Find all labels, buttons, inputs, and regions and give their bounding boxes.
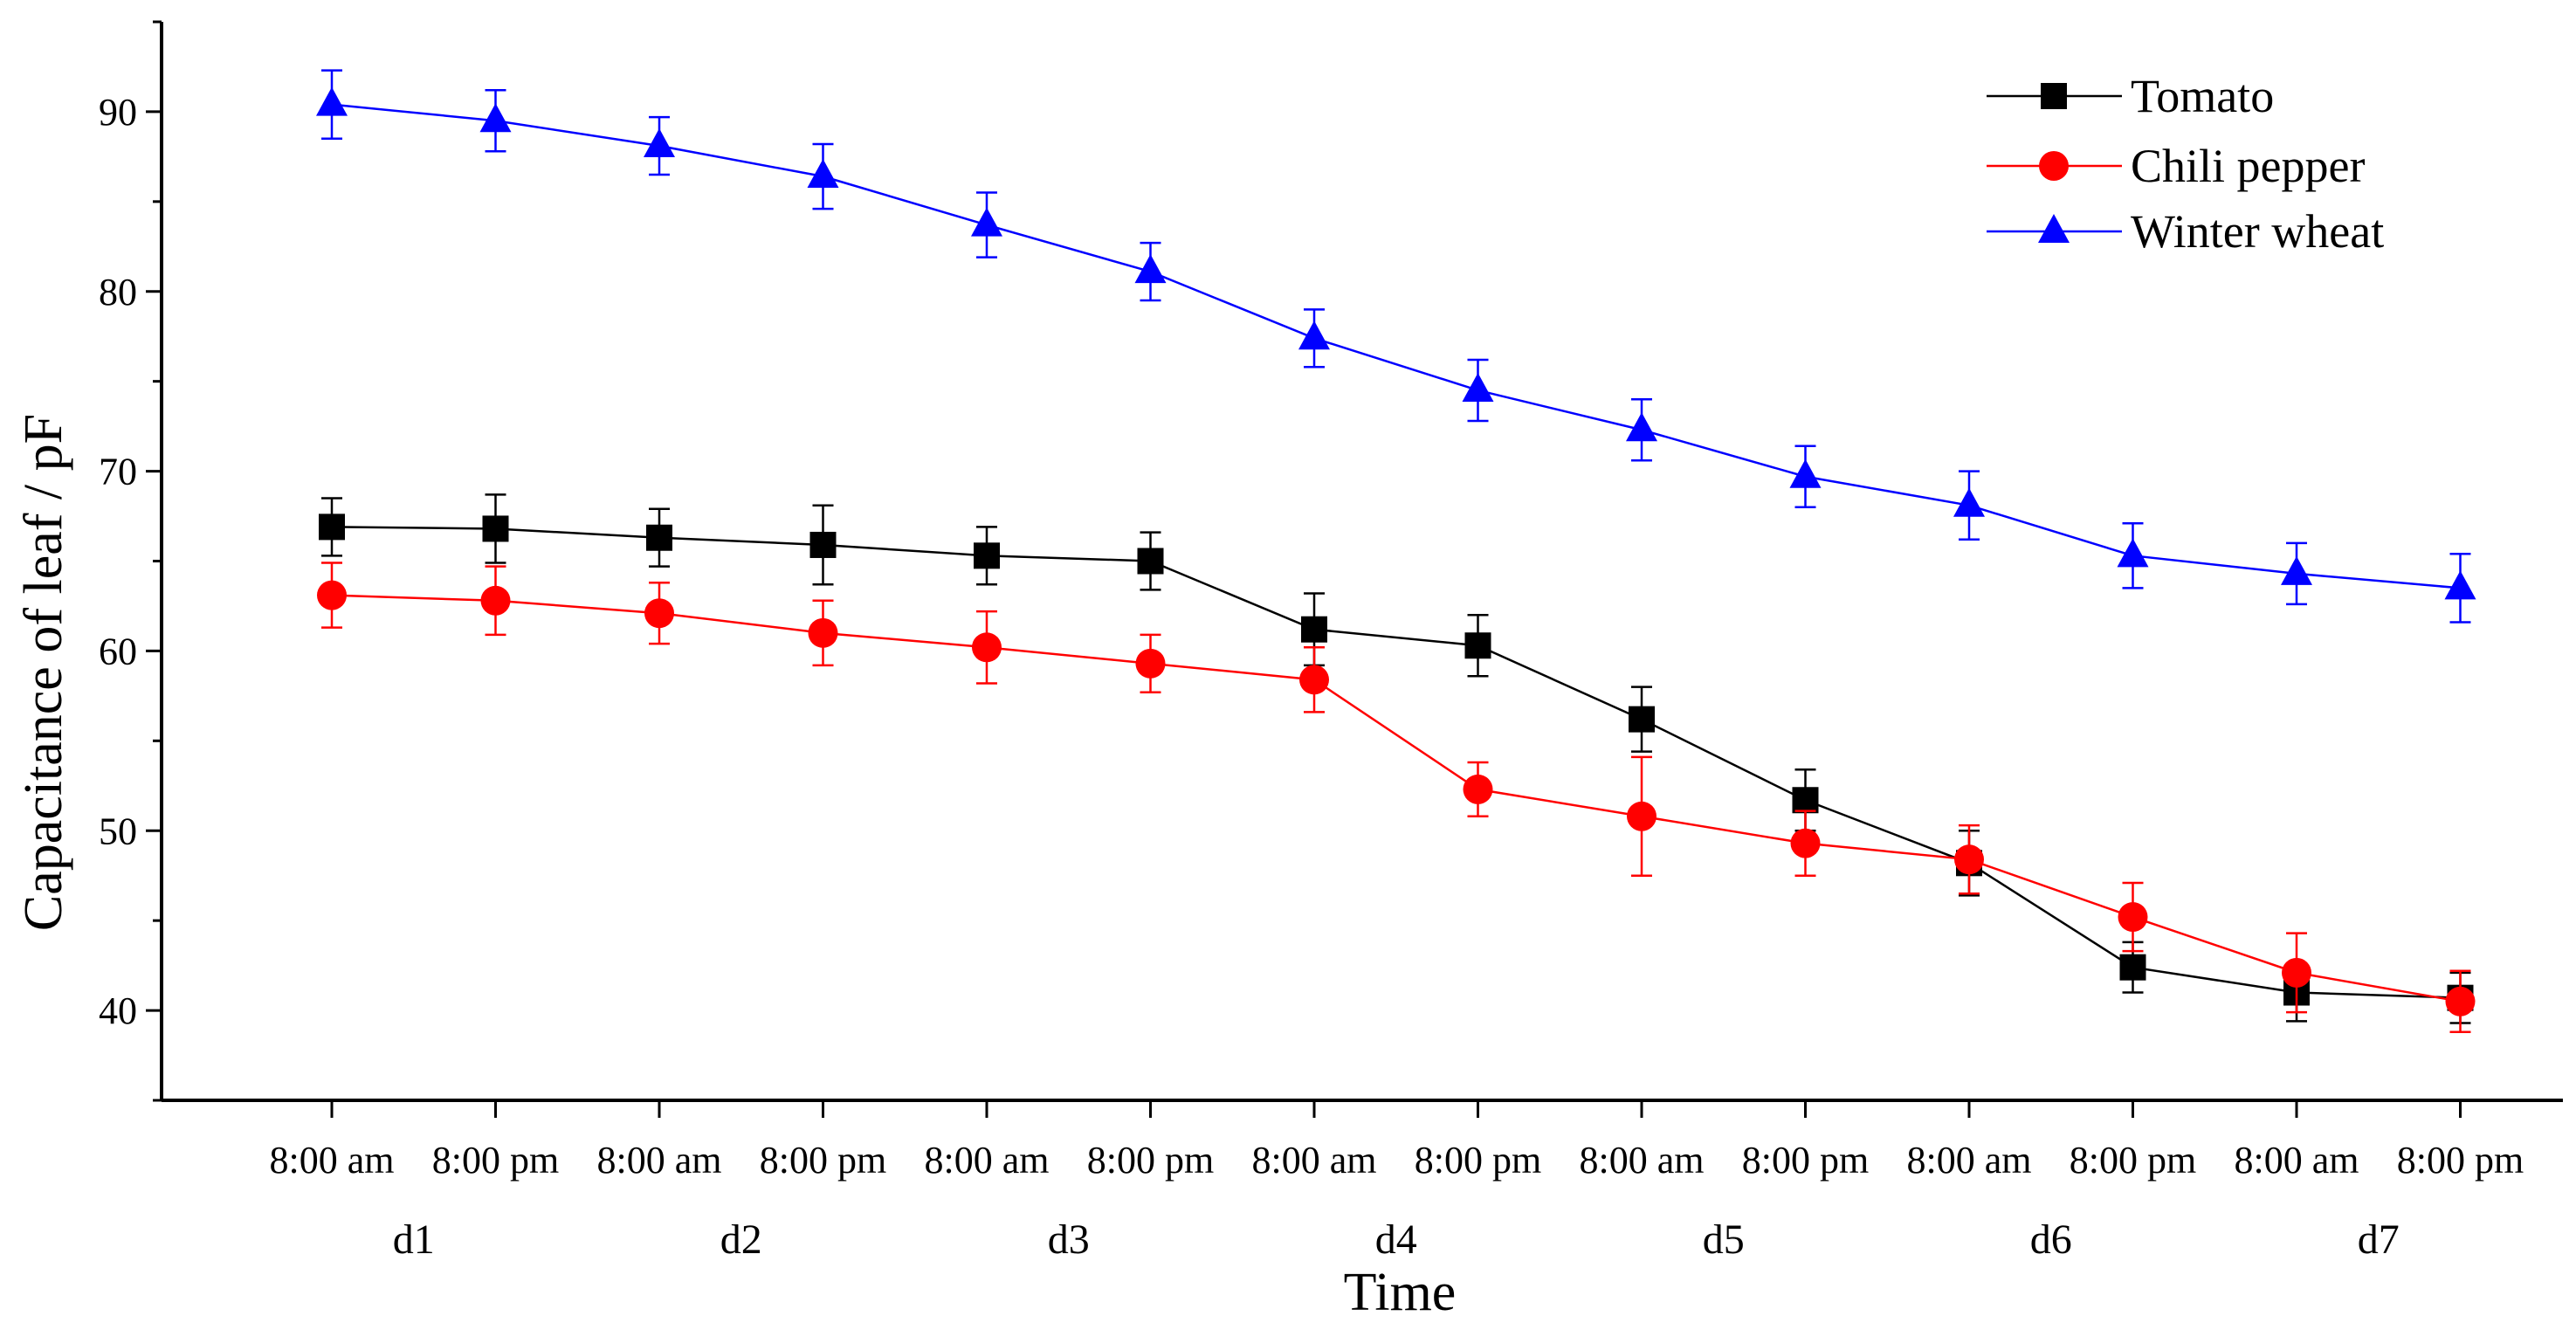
data-point bbox=[1135, 648, 1166, 679]
x-axis-title: Time bbox=[1344, 1263, 1457, 1322]
data-point bbox=[482, 515, 509, 542]
series-line bbox=[331, 526, 2461, 999]
data-point bbox=[971, 207, 1002, 237]
day-label: d3 bbox=[1048, 1216, 1090, 1263]
x-tick-label: 8:00 am bbox=[1580, 1139, 1705, 1182]
data-point bbox=[807, 159, 839, 189]
series-line bbox=[331, 594, 2461, 1003]
data-point bbox=[1134, 254, 1167, 284]
data-point bbox=[1953, 487, 1985, 517]
day-label: d6 bbox=[2030, 1216, 2072, 1263]
legend-label: Winter wheat bbox=[2131, 205, 2384, 258]
data-point bbox=[2119, 954, 2146, 981]
x-tick-label: 8:00 pm bbox=[2397, 1139, 2524, 1182]
data-point bbox=[974, 542, 1000, 569]
day-label: d5 bbox=[1703, 1216, 1745, 1263]
x-tick-label: 8:00 pm bbox=[1087, 1139, 1214, 1182]
y-axis-title: Capacitance of leaf / pF bbox=[14, 414, 73, 931]
y-tick-label: 40 bbox=[99, 989, 137, 1032]
y-tick-label: 60 bbox=[99, 630, 137, 672]
x-tick-label: 8:00 am bbox=[925, 1139, 1050, 1182]
legend-marker bbox=[2038, 214, 2070, 243]
x-tick-label: 8:00 pm bbox=[2070, 1139, 2196, 1182]
data-point bbox=[2444, 570, 2476, 600]
x-tick-label: 8:00 pm bbox=[760, 1139, 886, 1182]
legend-label: Tomato bbox=[2131, 70, 2274, 122]
data-point bbox=[1462, 372, 1494, 402]
y-tick-label: 50 bbox=[99, 810, 137, 852]
series-tomato bbox=[319, 493, 2474, 1024]
data-point bbox=[479, 103, 512, 133]
data-point bbox=[2117, 538, 2149, 568]
data-point bbox=[2118, 902, 2148, 933]
x-tick-label: 8:00 pm bbox=[1742, 1139, 1869, 1182]
data-point bbox=[2281, 555, 2312, 585]
data-point bbox=[1299, 665, 1329, 695]
data-point bbox=[1298, 320, 1330, 350]
plot-series bbox=[316, 69, 2476, 1034]
data-point bbox=[316, 86, 348, 116]
axes: 40 50 60 70 80 90 8:00 am 8:00 pm 8:00 am 8:00 pm… bbox=[99, 20, 2563, 1263]
data-point bbox=[644, 128, 675, 158]
day-label: d1 bbox=[393, 1216, 435, 1263]
data-point bbox=[1626, 412, 1657, 442]
day-label: d4 bbox=[1375, 1216, 1417, 1263]
legend-marker bbox=[2039, 151, 2069, 181]
data-point bbox=[1792, 787, 1819, 814]
x-tick-label: 8:00 am bbox=[1252, 1139, 1377, 1182]
x-tick-label: 8:00 am bbox=[1907, 1139, 2032, 1182]
data-point bbox=[1464, 632, 1491, 659]
data-point bbox=[1789, 458, 1822, 488]
y-tick-label: 80 bbox=[99, 271, 137, 314]
series-winter-wheat bbox=[316, 69, 2476, 624]
data-point bbox=[646, 524, 672, 551]
x-tick-label: 8:00 pm bbox=[432, 1139, 559, 1182]
series-chili-pepper bbox=[317, 562, 2476, 1034]
data-point bbox=[972, 632, 1002, 663]
day-label: d7 bbox=[2358, 1216, 2400, 1263]
data-point bbox=[317, 580, 347, 610]
data-point bbox=[1954, 844, 1984, 875]
day-label: d2 bbox=[720, 1216, 762, 1263]
x-tick-label: 8:00 am bbox=[270, 1139, 395, 1182]
data-point bbox=[1137, 548, 1164, 575]
y-tick-label: 70 bbox=[99, 451, 137, 493]
data-point bbox=[1301, 616, 1327, 643]
data-point bbox=[1790, 828, 1821, 858]
data-point bbox=[2445, 986, 2476, 1016]
data-point bbox=[2282, 957, 2311, 988]
x-tick-label: 8:00 pm bbox=[1415, 1139, 1541, 1182]
x-tick-label: 8:00 am bbox=[2235, 1139, 2359, 1182]
data-point bbox=[319, 513, 345, 541]
data-point bbox=[1629, 706, 1655, 733]
data-point bbox=[808, 617, 838, 648]
legend: Tomato Chili pepper Winter wheat bbox=[1987, 70, 2384, 258]
data-point bbox=[1627, 801, 1656, 831]
data-point bbox=[809, 531, 837, 558]
legend-label: Chili pepper bbox=[2131, 140, 2365, 192]
data-point bbox=[480, 585, 511, 616]
data-point bbox=[1463, 774, 1493, 804]
x-tick-label: 8:00 am bbox=[597, 1139, 722, 1182]
y-tick-label: 90 bbox=[99, 91, 137, 134]
legend-marker bbox=[2041, 83, 2067, 109]
series-line bbox=[331, 103, 2461, 589]
data-point bbox=[644, 598, 674, 629]
